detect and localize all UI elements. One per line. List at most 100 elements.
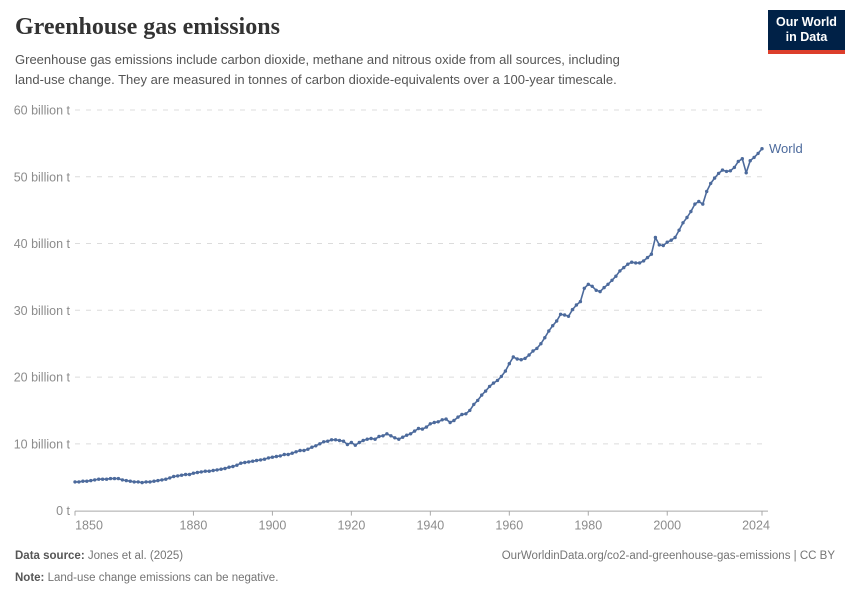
data-point: [302, 448, 306, 453]
license-label: CC BY: [799, 550, 835, 562]
data-point: [164, 477, 168, 481]
data-point: [73, 480, 77, 484]
chart-subtitle: Greenhouse gas emissions include carbon …: [15, 50, 755, 89]
data-point: [365, 437, 369, 441]
data-point: [326, 439, 330, 443]
data-point: [432, 420, 436, 425]
data-point: [337, 438, 342, 443]
data-point: [724, 169, 729, 174]
data-point: [148, 480, 152, 484]
data-point: [685, 215, 689, 220]
permalink-separator: |: [790, 550, 800, 562]
data-point: [740, 157, 744, 161]
data-point: [720, 168, 725, 172]
data-point: [562, 313, 567, 317]
data-point: [499, 374, 504, 379]
owid-logo[interactable]: Our World in Data: [768, 10, 845, 54]
data-point: [132, 480, 136, 484]
data-point: [211, 468, 215, 473]
data-point: [566, 314, 571, 318]
data-point: [460, 412, 464, 417]
plot-area[interactable]: [75, 108, 768, 511]
data-point: [649, 252, 654, 256]
data-point: [511, 355, 515, 359]
data-point: [618, 269, 622, 273]
x-tick-label: 2024: [742, 519, 770, 533]
data-point: [610, 278, 614, 282]
y-tick-label: 40 billion t: [14, 237, 71, 251]
data-point: [333, 438, 338, 442]
data-point: [318, 442, 322, 446]
x-tick-label: 1980: [574, 519, 602, 533]
data-point: [582, 286, 586, 290]
data-point: [108, 476, 113, 481]
data-point: [539, 342, 543, 346]
data-point: [176, 474, 180, 478]
y-tick-label: 10 billion t: [14, 437, 71, 451]
data-point: [558, 312, 563, 316]
source-line: Data source: Jones et al. (2025): [15, 545, 278, 567]
data-point: [100, 477, 105, 481]
y-tick-label: 60 billion t: [14, 103, 71, 117]
data-point: [645, 255, 650, 260]
data-point: [483, 389, 488, 393]
data-point: [574, 303, 579, 307]
data-point: [77, 480, 81, 484]
data-point: [219, 467, 223, 471]
data-point: [314, 444, 318, 448]
data-point: [393, 436, 397, 440]
data-point: [136, 480, 140, 484]
x-tick-label: 1940: [416, 519, 444, 533]
data-point: [480, 393, 484, 397]
data-point: [701, 202, 705, 206]
data-point: [199, 470, 203, 474]
series-entity-label: World: [769, 141, 803, 156]
data-point: [728, 169, 733, 173]
data-point: [85, 479, 89, 483]
owid-logo-line-2: in Data: [785, 30, 828, 45]
data-point: [373, 437, 377, 441]
data-point: [444, 417, 448, 421]
data-point: [278, 454, 282, 458]
data-point: [227, 465, 231, 469]
data-point: [223, 466, 227, 471]
data-point: [290, 451, 294, 455]
data-point: [172, 474, 176, 479]
data-point: [614, 274, 618, 278]
data-point: [89, 478, 93, 483]
data-point: [377, 434, 381, 439]
footer-source-note: Data source: Jones et al. (2025) Note: L…: [15, 545, 278, 589]
data-point: [187, 472, 192, 477]
x-tick-label: 1880: [180, 519, 208, 533]
data-point: [716, 171, 721, 176]
data-point: [160, 478, 164, 482]
data-point: [681, 221, 685, 225]
data-point: [732, 165, 737, 170]
data-point: [294, 450, 298, 454]
data-point: [602, 285, 606, 290]
data-point: [606, 282, 610, 286]
data-point: [262, 457, 267, 461]
data-point: [744, 171, 748, 175]
permalink-url[interactable]: OurWorldinData.org/co2-and-greenhouse-ga…: [501, 550, 791, 562]
data-point: [507, 362, 511, 366]
data-point: [709, 181, 713, 186]
data-point: [266, 456, 271, 460]
data-point: [555, 319, 559, 323]
data-point: [503, 369, 508, 373]
data-point: [349, 440, 354, 445]
data-point: [124, 478, 128, 483]
data-point: [598, 289, 602, 294]
x-tick-label: 1900: [259, 519, 287, 533]
data-point: [519, 358, 523, 362]
data-point: [570, 307, 575, 312]
data-point: [752, 155, 756, 160]
data-point: [531, 349, 535, 353]
data-point: [448, 420, 452, 425]
data-point: [254, 458, 259, 463]
data-point: [191, 471, 196, 475]
data-point: [535, 346, 539, 351]
data-point: [673, 235, 677, 240]
data-point: [756, 151, 760, 156]
